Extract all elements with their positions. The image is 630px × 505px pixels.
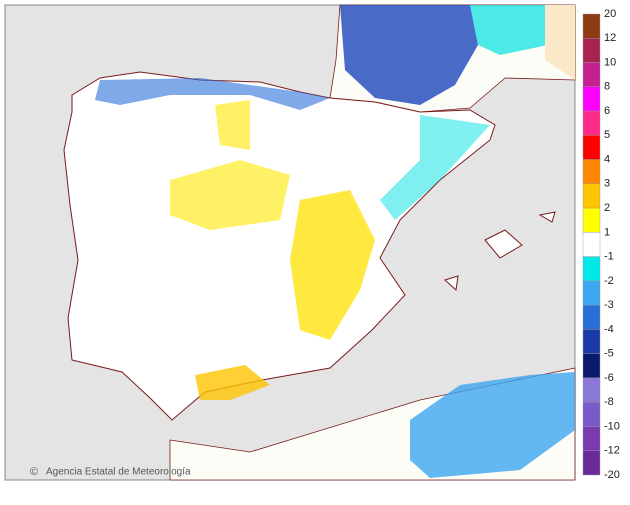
mallorca (484, 229, 523, 259)
warm-area-east (290, 190, 375, 340)
warm-area-south (195, 365, 270, 400)
legend-swatch (582, 135, 601, 160)
cold-area-north (95, 78, 330, 110)
legend-label: 4 (604, 153, 610, 165)
legend-swatch (582, 426, 601, 451)
legend-swatch (582, 207, 601, 233)
cool-area-east (380, 115, 490, 220)
legend-label: 2 (604, 202, 610, 214)
legend: 20 12 10 8 6 5 4 3 2 1 -1 -2 -3 -4 -5 -6 -8 -10 -12 -20 (582, 8, 620, 481)
legend-label: 12 (604, 32, 616, 44)
legend-swatch (582, 86, 601, 112)
legend-swatch (582, 304, 601, 330)
warm-area-france (545, 5, 575, 80)
legend-swatch (582, 183, 601, 209)
legend-label: 5 (604, 129, 610, 141)
warm-area-north (215, 100, 250, 150)
legend-label: -4 (604, 323, 614, 335)
legend-label: -5 (604, 348, 614, 360)
legend-label: -2 (604, 275, 614, 287)
legend-label: -3 (604, 299, 614, 311)
legend-swatch (582, 377, 601, 403)
legend-label: -8 (604, 396, 614, 408)
legend-label: 3 (604, 178, 610, 190)
legend-swatch (582, 159, 601, 185)
legend-swatch (582, 62, 601, 87)
legend-label: 10 (604, 56, 616, 68)
legend-swatch (582, 280, 601, 306)
iberia (63, 71, 496, 421)
cold-area-france (340, 5, 478, 105)
cold-area-africa (410, 372, 575, 478)
legend-label: -6 (604, 372, 614, 384)
credit-symbol: © (30, 466, 38, 478)
legend-swatch (582, 256, 601, 282)
legend-label: 6 (604, 105, 610, 117)
legend-label: -1 (604, 251, 614, 263)
legend-swatch (582, 13, 601, 39)
legend-label: -20 (604, 469, 620, 481)
legend-swatch (582, 329, 601, 354)
credit-text: Agencia Estatal de Meteorología (46, 467, 191, 478)
legend-swatch (582, 232, 601, 257)
cool-area-france (470, 5, 550, 55)
legend-label: -12 (604, 445, 620, 457)
legend-label: 8 (604, 81, 610, 93)
legend-swatch (582, 353, 601, 379)
ibiza (444, 275, 459, 292)
legend-label: 1 (604, 226, 610, 238)
legend-label: -10 (604, 420, 620, 432)
legend-swatch (582, 402, 601, 427)
legend-swatch (582, 110, 601, 136)
legend-swatch (582, 38, 601, 63)
menorca (538, 211, 556, 223)
legend-swatch (582, 450, 601, 476)
legend-label: 20 (604, 8, 616, 20)
warm-area-centre (170, 160, 290, 230)
